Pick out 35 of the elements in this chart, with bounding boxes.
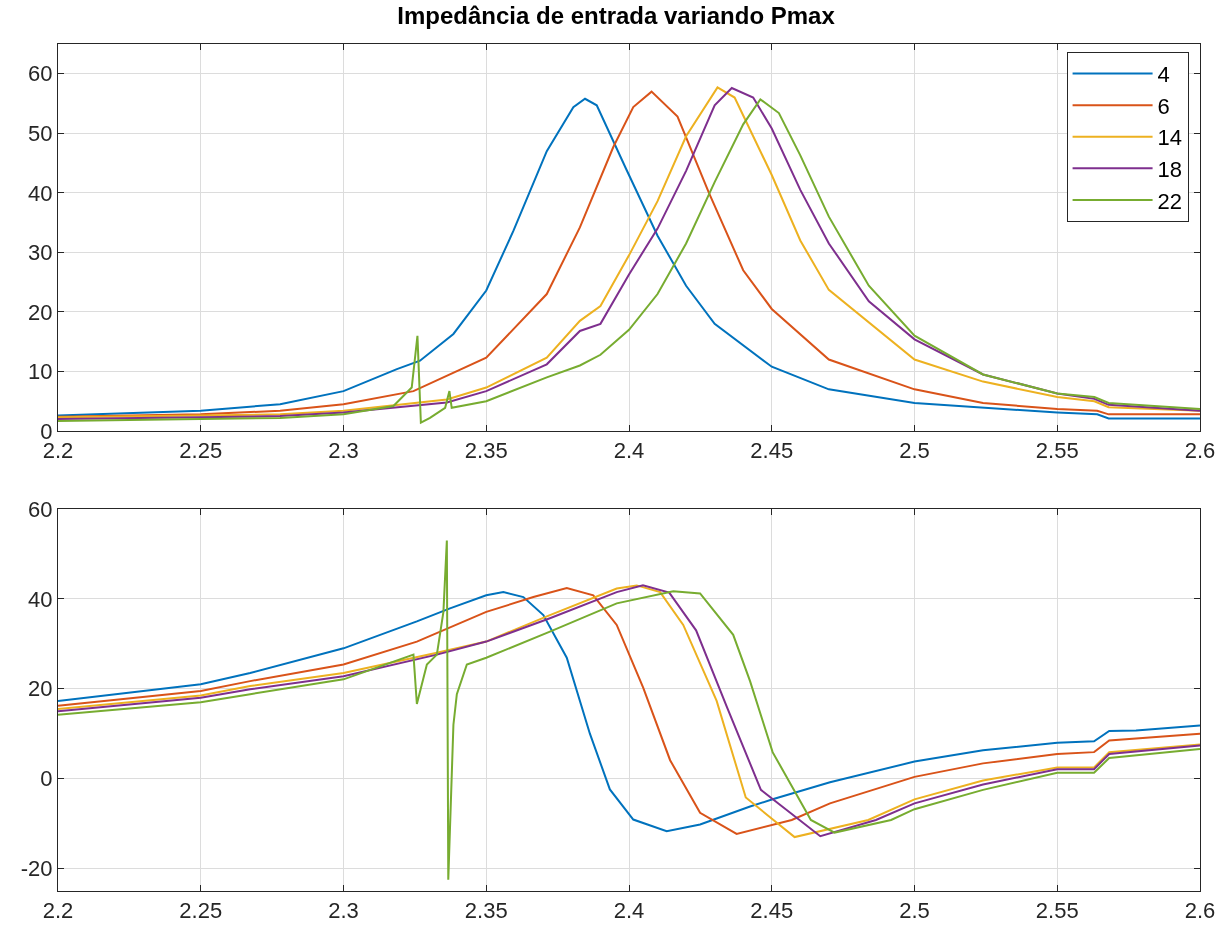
x-tick-label: 2.6 [1184, 898, 1216, 924]
x-tick-label: 2.55 [1035, 438, 1079, 464]
line-series [58, 539, 1200, 881]
x-tick-label: 2.3 [328, 438, 359, 464]
x-tick-label: 2.45 [750, 898, 794, 924]
legend-label: 22 [1157, 188, 1183, 214]
chart-title: Impedância de entrada variando Pmax [397, 1, 836, 29]
y-tick-label: 60 [28, 496, 53, 522]
x-tick-label: 2.2 [42, 898, 74, 924]
x-tick-label: 2.25 [179, 438, 223, 464]
legend-label: 6 [1157, 93, 1170, 119]
x-tick-label: 2.5 [899, 898, 930, 924]
x-tick-label: 2.25 [179, 898, 223, 924]
y-tick-label: 30 [28, 240, 53, 266]
y-tick-label: 60 [28, 61, 53, 87]
legend-label: 14 [1157, 125, 1183, 151]
x-tick-label: 2.5 [899, 438, 930, 464]
x-tick-label: 2.55 [1035, 898, 1079, 924]
y-tick-label: 50 [28, 121, 53, 147]
x-tick-label: 2.6 [1184, 438, 1216, 464]
y-tick-label: 0 [40, 766, 53, 792]
legend-label: 18 [1157, 156, 1183, 182]
y-tick-label: 40 [28, 586, 53, 612]
y-tick-label: 20 [28, 299, 53, 325]
y-tick-label: 10 [28, 359, 53, 385]
x-tick-label: 2.35 [464, 898, 508, 924]
x-tick-label: 2.4 [613, 438, 645, 464]
y-tick-label: 40 [28, 180, 53, 206]
y-tick-label: 20 [28, 676, 53, 702]
x-tick-label: 2.35 [464, 438, 508, 464]
x-tick-label: 2.45 [750, 438, 794, 464]
y-tick-label: -20 [20, 856, 53, 882]
x-tick-label: 2.3 [328, 898, 359, 924]
x-tick-label: 2.4 [613, 898, 645, 924]
legend-label: 4 [1157, 62, 1170, 88]
